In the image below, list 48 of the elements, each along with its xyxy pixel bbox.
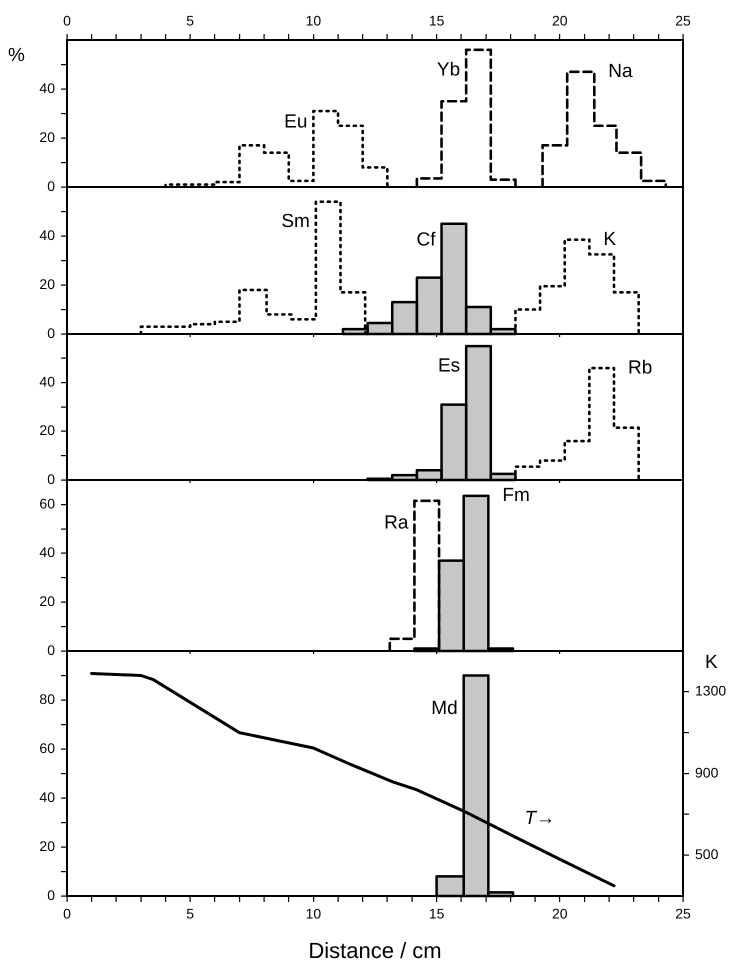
x-tick-label: 25: [675, 905, 691, 922]
series-label: Fm: [502, 485, 530, 506]
series-label: Es: [438, 355, 460, 376]
x-tick-label: 25: [675, 12, 691, 28]
series-label: Cf: [416, 230, 436, 251]
x-axis-title: Distance / cm: [308, 938, 442, 963]
x-tick-label: 10: [306, 12, 322, 28]
series-label: Na: [608, 61, 634, 82]
series-label: T→: [524, 808, 556, 830]
x-tick-label: 5: [186, 905, 194, 922]
series-label: Yb: [436, 60, 460, 81]
y2-tick-label: 1300: [695, 682, 726, 699]
y-tick-label: 0: [47, 886, 56, 903]
series-label: Sm: [281, 210, 310, 232]
y-tick-label: 40: [39, 80, 56, 96]
y-tick-label: 60: [39, 740, 56, 756]
y2-tick-label: 900: [695, 764, 719, 780]
y-tick-label: 40: [39, 788, 56, 805]
y-tick-label: 40: [39, 226, 56, 243]
y-tick-label: 20: [39, 422, 56, 438]
y-tick-label: 0: [47, 178, 56, 194]
y-tick-label: 0: [47, 470, 56, 487]
y-tick-label: 0: [47, 324, 56, 341]
series-label: Ra: [384, 512, 409, 534]
x-tick-label: 15: [428, 905, 445, 922]
series-label: Md: [431, 698, 458, 719]
y2-tick-label: 500: [695, 846, 719, 862]
x-tick-label: 5: [186, 12, 194, 28]
y-tick-label: 40: [39, 374, 56, 390]
y-tick-label: 80: [39, 690, 56, 707]
y2-axis-title: K: [705, 652, 718, 674]
y-tick-label: 0: [47, 642, 56, 658]
x-tick-label: 10: [306, 905, 322, 922]
x-tick-label: 0: [63, 905, 72, 922]
y-tick-label: 20: [39, 276, 56, 292]
x-tick-label: 0: [63, 12, 72, 28]
series-label: Rb: [628, 357, 652, 378]
x-tick-label: 20: [552, 12, 568, 28]
y-tick-label: 20: [39, 128, 56, 145]
y-axis-title: %: [8, 45, 25, 66]
y-tick-label: 20: [39, 593, 56, 609]
x-tick-label: 20: [552, 905, 568, 922]
x-tick-label: 15: [428, 12, 445, 28]
y-tick-label: 60: [39, 495, 56, 512]
series-label: Eu: [284, 112, 308, 133]
y-tick-label: 20: [39, 838, 56, 854]
series-label: K: [603, 228, 616, 250]
y-tick-label: 40: [39, 544, 56, 560]
